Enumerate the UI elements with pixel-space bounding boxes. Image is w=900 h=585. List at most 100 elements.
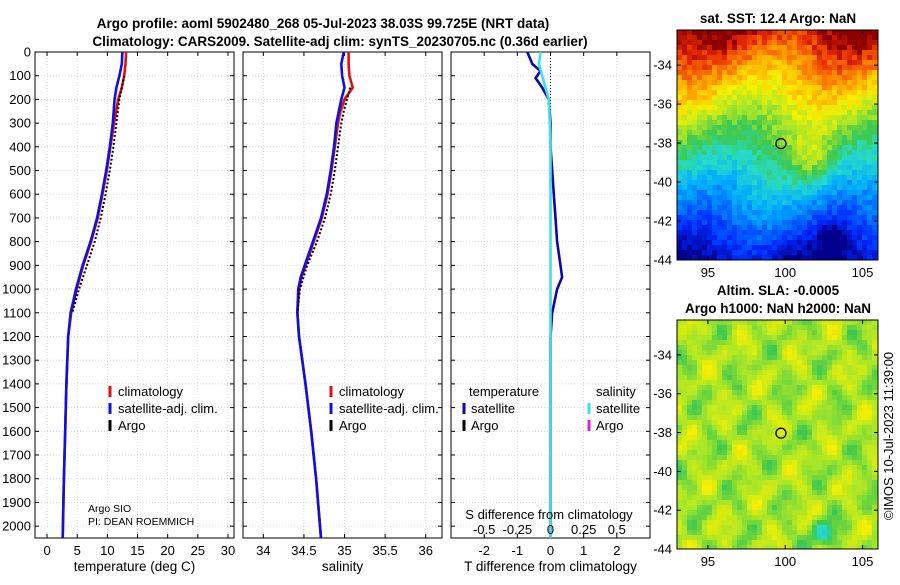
map-cell [872, 165, 878, 171]
map-cell [732, 75, 738, 81]
map-cell [732, 125, 738, 131]
map-cell [752, 250, 758, 256]
map-cell [797, 95, 803, 101]
map-cell [722, 520, 728, 526]
map-cell [747, 105, 753, 111]
map-cell [752, 255, 758, 260]
map-cell [777, 430, 783, 436]
map-cell [867, 215, 873, 221]
map-cell [737, 480, 743, 486]
map-cell [832, 80, 838, 86]
map-cell [867, 435, 873, 441]
map-cell [762, 420, 768, 426]
map-cell [702, 385, 708, 391]
map-cell [677, 335, 683, 341]
map-cell [862, 430, 868, 436]
y-tick-label: 500 [9, 163, 31, 178]
map-cell [812, 385, 818, 391]
map-cell [862, 340, 868, 346]
map-cell [712, 385, 718, 391]
map-cell [797, 365, 803, 371]
map-cell [722, 465, 728, 471]
map-cell [732, 420, 738, 426]
map-cell [682, 95, 688, 101]
map-cell [757, 320, 763, 326]
map-cell [782, 125, 788, 131]
map-cell [682, 545, 688, 549]
map-cell [772, 395, 778, 401]
map-cell [737, 460, 743, 466]
map-cell [732, 70, 738, 76]
map-cell [757, 210, 763, 216]
map-cell [762, 485, 768, 491]
map-cell [697, 355, 703, 361]
map-cell [847, 455, 853, 461]
map-cell [767, 525, 773, 531]
map-cell [687, 80, 693, 86]
map-cell [857, 465, 863, 471]
map-cell [752, 130, 758, 136]
map-cell [872, 395, 878, 401]
map-cell [807, 425, 813, 431]
map-cell [862, 370, 868, 376]
map-cell [812, 105, 818, 111]
map-cell [782, 190, 788, 196]
map-cell [712, 125, 718, 131]
map-cell [737, 375, 743, 381]
map-cell [747, 440, 753, 446]
map-cell [822, 325, 828, 331]
map-cell [712, 40, 718, 46]
map-cell [807, 205, 813, 211]
map-cell [702, 95, 708, 101]
map-cell [852, 455, 858, 461]
map-cell [812, 160, 818, 166]
map-cell [732, 175, 738, 181]
map-cell [812, 470, 818, 476]
map-cell [742, 105, 748, 111]
map-cell [797, 425, 803, 431]
map-cell [752, 45, 758, 51]
map-cell [802, 180, 808, 186]
map-cell [842, 95, 848, 101]
map-cell [792, 390, 798, 396]
map-cell [737, 165, 743, 171]
map-cell [812, 110, 818, 116]
map-cell [712, 330, 718, 336]
map-cell [757, 150, 763, 156]
map-cell [792, 255, 798, 260]
map-cell [832, 510, 838, 516]
map-cell [787, 90, 793, 96]
map-cell [832, 515, 838, 521]
map-cell [837, 30, 843, 36]
map-cell [867, 245, 873, 251]
map-cell [727, 105, 733, 111]
y-tick-label: 400 [9, 139, 31, 154]
map-cell [812, 150, 818, 156]
map-cell [772, 75, 778, 81]
map-cell [867, 50, 873, 56]
map-cell [842, 490, 848, 496]
map-cell [842, 145, 848, 151]
map-cell [807, 180, 813, 186]
map-cell [787, 145, 793, 151]
map-cell [757, 65, 763, 71]
map-cell [792, 45, 798, 51]
map-cell [852, 425, 858, 431]
map-cell [847, 125, 853, 131]
map-cell [867, 155, 873, 161]
map-cell [702, 465, 708, 471]
map-cell [857, 55, 863, 61]
map-cell [767, 35, 773, 41]
map-cell [837, 75, 843, 81]
map-cell [677, 200, 683, 206]
map-cell [767, 435, 773, 441]
map-cell [712, 325, 718, 331]
map-cell [737, 150, 743, 156]
map-cell [857, 440, 863, 446]
map-cell [677, 470, 683, 476]
map-cell [787, 165, 793, 171]
map-cell [797, 485, 803, 491]
map-cell [707, 515, 713, 521]
map-cell [772, 140, 778, 146]
map-cell [717, 325, 723, 331]
